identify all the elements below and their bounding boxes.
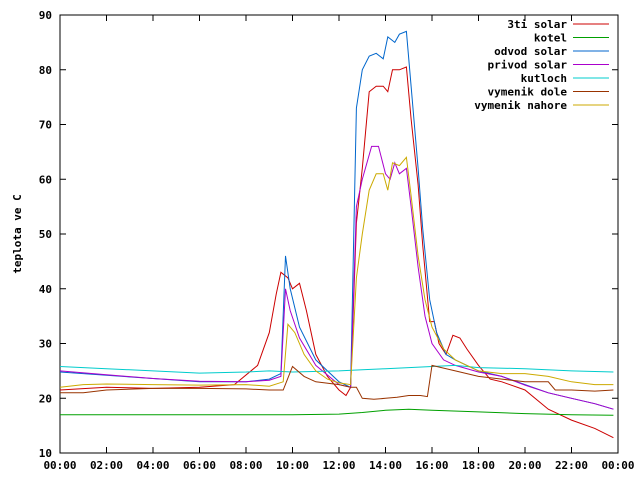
legend-label: kotel	[534, 32, 567, 45]
y-tick-label: 20	[39, 392, 52, 405]
legend-label: vymenik dole	[488, 86, 568, 99]
series-line-kotel	[60, 408, 614, 416]
series-line-3ti-solar	[59, 66, 614, 439]
y-tick-label: 30	[39, 338, 52, 351]
x-tick-label: 18:00	[462, 459, 495, 472]
x-tick-label: 12:00	[322, 459, 355, 472]
x-tick-label: 02:00	[90, 459, 123, 472]
x-tick-label: 14:00	[369, 459, 402, 472]
x-tick-label: 06:00	[183, 459, 216, 472]
y-tick-label: 90	[39, 9, 52, 22]
legend-label: vymenik nahore	[474, 99, 567, 112]
y-tick-label: 60	[39, 173, 52, 186]
series-line-privod-solar	[59, 145, 614, 410]
y-tick-label: 80	[39, 64, 52, 77]
y-tick-label: 50	[39, 228, 52, 241]
x-tick-label: 08:00	[229, 459, 262, 472]
x-tick-label: 00:00	[43, 459, 76, 472]
legend-label: kutloch	[521, 72, 567, 85]
x-tick-label: 22:00	[555, 459, 588, 472]
x-tick-label: 20:00	[508, 459, 541, 472]
x-tick-label: 16:00	[415, 459, 448, 472]
x-tick-label: 04:00	[136, 459, 169, 472]
legend-label: privod solar	[488, 59, 568, 72]
x-tick-label: 10:00	[276, 459, 309, 472]
y-tick-label: 40	[39, 283, 52, 296]
series-line-vymenik-dole	[60, 364, 614, 400]
x-tick-label: 00:00	[601, 459, 634, 472]
legend-label: odvod solar	[494, 45, 567, 58]
series-line-vymenik-nahore	[59, 156, 614, 388]
y-tick-label: 70	[39, 119, 52, 132]
series-line-kutloch	[59, 364, 614, 374]
legend-label: 3ti solar	[507, 18, 567, 31]
y-tick-label: 10	[39, 447, 52, 460]
y-axis-label: teplota ve C	[11, 194, 24, 273]
